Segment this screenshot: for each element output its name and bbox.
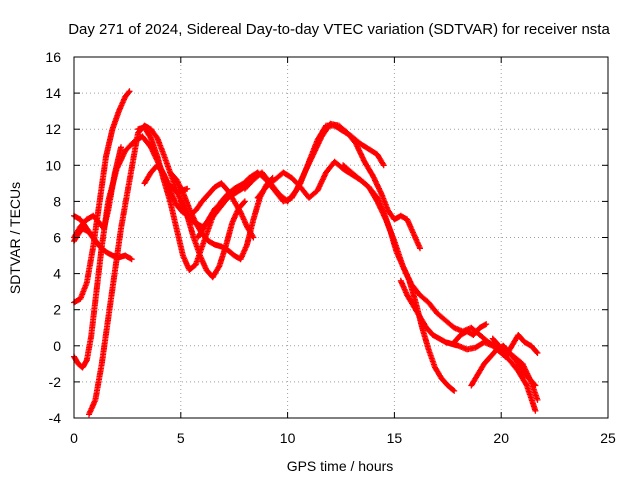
data-point-markers	[86, 122, 248, 418]
y-tick-label: 2	[53, 302, 61, 318]
axis-ticks: 0 5 10 15 20 25 -4 -2 0 2 4 6 8 10 12 14 16	[45, 49, 616, 446]
y-tick-label: 6	[53, 230, 61, 246]
series-arc-12	[241, 120, 423, 252]
y-tick-label: 4	[53, 266, 61, 282]
series-arc-6	[86, 122, 248, 418]
x-tick-label: 5	[177, 430, 185, 446]
series-arc-10	[177, 198, 248, 281]
y-tick-label: 0	[53, 338, 61, 354]
data-point-markers	[71, 88, 133, 306]
data-point-markers	[340, 162, 541, 403]
series-arc-17	[489, 332, 541, 360]
data-points	[71, 88, 541, 418]
data-point-markers	[177, 198, 248, 281]
x-axis-label: GPS time / hours	[287, 458, 394, 474]
data-point-markers	[489, 332, 541, 360]
data-point-markers	[194, 122, 387, 241]
series-arc-13	[254, 158, 458, 394]
y-axis-label: SDTVAR / TECUs	[7, 182, 23, 294]
data-point-markers	[241, 120, 423, 252]
x-tick-label: 15	[387, 430, 403, 446]
chart-title: Day 271 of 2024, Sidereal Day-to-day VTE…	[68, 21, 610, 38]
x-tick-label: 20	[493, 430, 509, 446]
y-tick-label: 12	[45, 121, 61, 137]
y-tick-label: -4	[49, 410, 62, 426]
y-tick-label: 10	[45, 157, 61, 173]
y-tick-label: -2	[49, 374, 62, 390]
x-tick-label: 25	[600, 430, 616, 446]
series-arc-18	[451, 321, 490, 346]
series-arc-1	[71, 88, 133, 306]
data-point-markers	[254, 158, 458, 394]
x-tick-label: 0	[70, 430, 78, 446]
y-tick-label: 14	[45, 85, 61, 101]
data-point-markers	[397, 277, 539, 414]
grid-lines	[74, 57, 608, 418]
y-tick-label: 8	[53, 193, 61, 209]
series-arc-15	[397, 277, 539, 414]
series-arc-11	[194, 122, 387, 241]
data-point-markers	[451, 321, 490, 346]
x-tick-label: 10	[280, 430, 296, 446]
series-arc-14	[340, 162, 541, 403]
y-tick-label: 16	[45, 49, 61, 65]
